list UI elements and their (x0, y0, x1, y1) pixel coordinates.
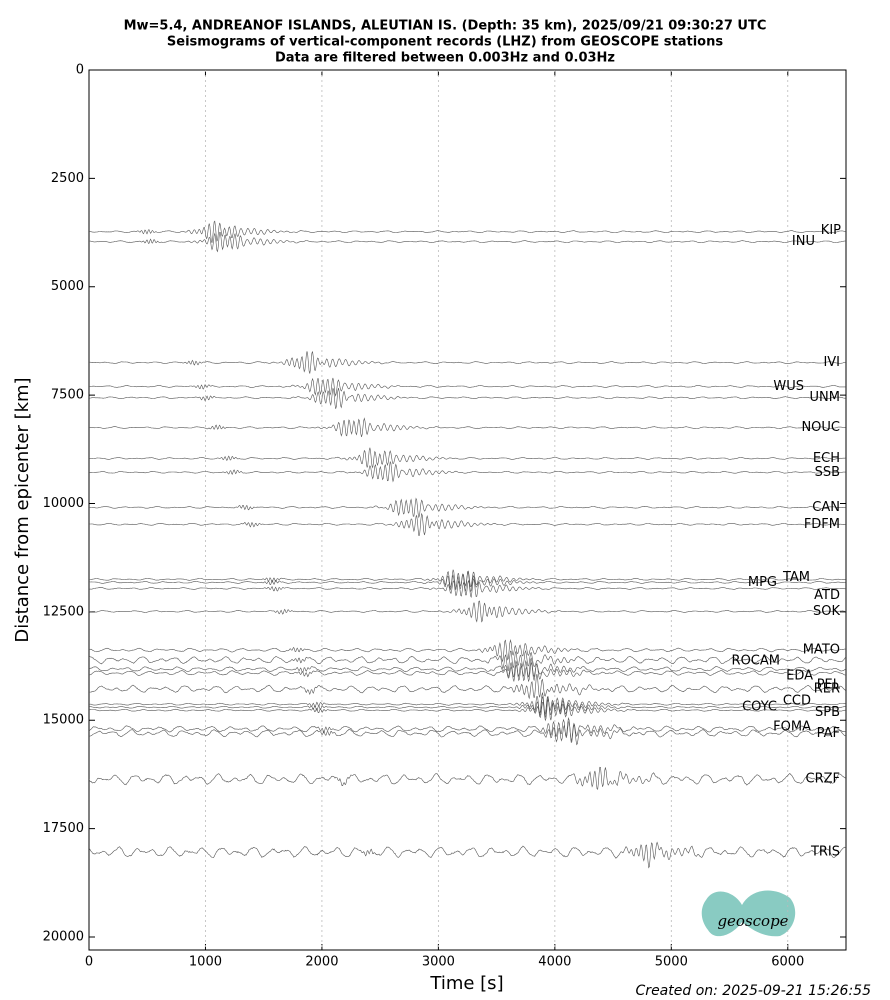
trace (89, 766, 846, 790)
y-tick-label: 0 (76, 63, 84, 78)
trace (89, 569, 846, 589)
station-label: FOMA (773, 719, 811, 734)
station-label: MATO (803, 643, 840, 658)
y-tick-label: 12500 (43, 604, 84, 619)
y-tick-label: 5000 (51, 279, 84, 294)
x-axis-label: Time [s] (429, 973, 503, 994)
trace (89, 350, 846, 374)
x-tick-label: 1000 (189, 955, 222, 970)
trace (89, 841, 846, 869)
station-label: CRZF (806, 772, 841, 787)
x-tick-label: 6000 (771, 955, 804, 970)
station-label: TRIS (810, 845, 840, 860)
station-label: RER (814, 682, 840, 697)
trace (89, 639, 846, 663)
trace (89, 447, 846, 469)
trace (89, 417, 846, 437)
trace (89, 720, 846, 746)
trace (89, 695, 846, 718)
y-tick-label: 7500 (51, 388, 84, 403)
station-label: KIP (821, 223, 841, 238)
y-tick-label: 17500 (43, 821, 84, 836)
station-label: IVI (823, 355, 840, 370)
trace (89, 578, 846, 599)
station-label: CAN (812, 500, 840, 515)
x-tick-label: 5000 (655, 955, 688, 970)
station-label: SPB (815, 705, 840, 720)
station-label: SOK (813, 604, 840, 619)
x-tick-label: 2000 (305, 955, 338, 970)
plot-frame (88, 69, 847, 951)
trace (89, 692, 846, 715)
station-label: TAM (782, 570, 810, 585)
station-label: UNM (810, 390, 840, 405)
trace (89, 657, 846, 678)
station-label: ROCAM (732, 653, 780, 668)
logo: geoscope (701, 890, 796, 937)
logo-shape (701, 890, 796, 937)
station-label: PAF (817, 726, 840, 741)
station-label: NOUC (801, 420, 840, 435)
station-label: EDA (786, 669, 813, 684)
trace (89, 600, 846, 623)
trace (89, 220, 846, 243)
y-tick-label: 10000 (43, 496, 84, 511)
station-label: WUS (773, 379, 804, 394)
x-tick-label: 4000 (538, 955, 571, 970)
station-label: INU (792, 234, 815, 249)
y-tick-label: 15000 (43, 713, 84, 728)
trace (89, 497, 846, 519)
y-axis-label: Distance from epicenter [km] (12, 377, 33, 642)
x-tick-label: 0 (85, 955, 93, 970)
trace (89, 698, 846, 722)
station-label: CCD (783, 694, 811, 709)
station-label: ATD (814, 588, 840, 603)
trace (89, 512, 846, 537)
y-tick-label: 2500 (51, 171, 84, 186)
trace (89, 231, 846, 253)
chart-title: Mw=5.4, ANDREANOF ISLANDS, ALEUTIAN IS. … (124, 19, 767, 34)
station-label: FDFM (804, 517, 840, 532)
trace (89, 717, 846, 742)
chart-subtitle: Data are filtered between 0.003Hz and 0.… (275, 51, 615, 66)
y-tick-label: 20000 (43, 929, 84, 944)
trace (89, 674, 846, 700)
trace (89, 650, 846, 672)
trace (89, 377, 846, 397)
station-label: SSB (815, 465, 840, 480)
station-label: ECH (813, 451, 840, 466)
trace (89, 662, 846, 683)
x-tick-label: 3000 (422, 955, 455, 970)
station-label: COYC (742, 700, 777, 715)
logo-text: geoscope (717, 912, 788, 930)
trace (89, 460, 846, 483)
chart-subtitle: Seismograms of vertical-component record… (167, 35, 723, 50)
trace (89, 387, 846, 409)
footer: Created on: 2025-09-21 15:26:55 (636, 983, 872, 999)
